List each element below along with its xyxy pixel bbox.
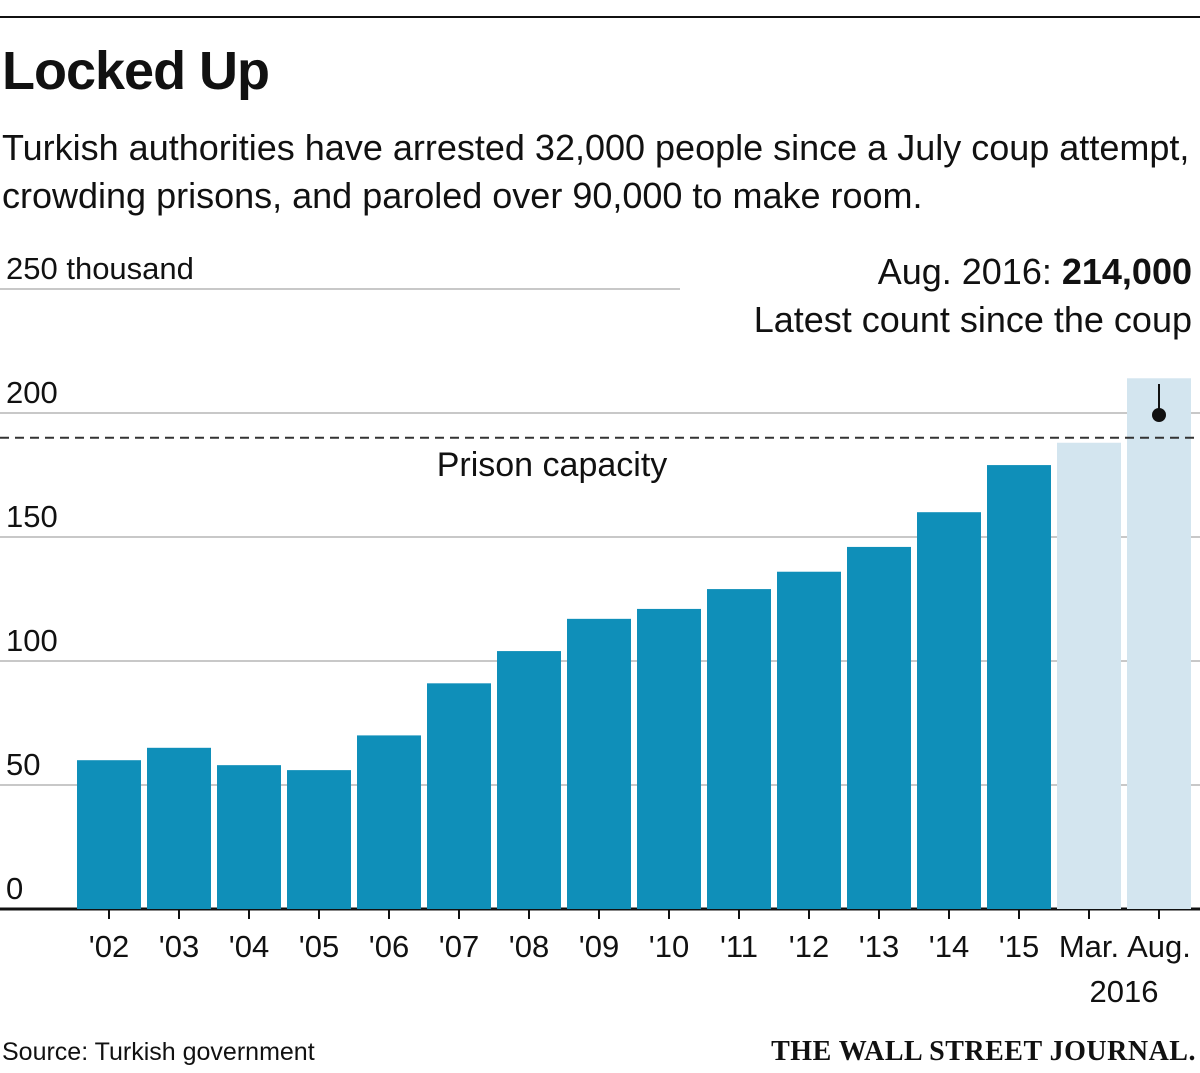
wsj-logo: THE WALL STREET JOURNAL. (771, 1036, 1196, 1067)
capacity-label: Prison capacity (437, 446, 668, 484)
x-tick-label: '03 (159, 929, 199, 964)
y-tick-label: 0 (6, 871, 23, 906)
annotation-line-2: Latest count since the coup (754, 299, 1192, 340)
annotation-value: 214,000 (1062, 251, 1192, 292)
bar-13 (987, 465, 1051, 909)
top-rule (0, 16, 1200, 18)
x-tick-label: Mar. (1059, 929, 1119, 964)
bar-5 (427, 683, 491, 909)
x-tick-label: '08 (509, 929, 549, 964)
source-note: Source: Turkish government (2, 1038, 315, 1066)
x-tick-label: '10 (649, 929, 689, 964)
x-sublabel-2016: 2016 (1090, 974, 1159, 1009)
y-tick-label: 250 thousand (6, 251, 194, 286)
x-tick-label: '09 (579, 929, 619, 964)
x-tick-label: '12 (789, 929, 829, 964)
bar-7 (567, 618, 631, 909)
x-tick-label: '04 (229, 929, 269, 964)
y-axis-labels: 0 50 100 150 200 250 thousand (6, 251, 194, 906)
bar-8 (637, 608, 701, 909)
bar-9 (707, 589, 771, 909)
bar-3 (287, 770, 351, 909)
bar-6 (497, 651, 561, 909)
bar-11 (847, 546, 911, 909)
x-tick-label: '13 (859, 929, 899, 964)
bar-1 (147, 747, 211, 909)
bar-14 (1057, 442, 1121, 909)
chart-title: Locked Up (2, 41, 270, 101)
bar-2 (217, 765, 281, 909)
x-tick-label: '14 (929, 929, 969, 964)
bar-4 (357, 735, 421, 909)
x-tick-label: '05 (299, 929, 339, 964)
x-axis-labels: '02 '03 '04 '05 '06 '07 '08 '09 '10 '11 '12 '13 '14 '… (89, 909, 1191, 1009)
y-tick-label: 150 (6, 499, 58, 534)
annotations: Prison capacity Aug. 2016: 214,000 Latest … (0, 251, 1200, 484)
annotation-pointer-dot (1152, 408, 1166, 422)
bar-12 (917, 512, 981, 909)
y-tick-label: 50 (6, 747, 40, 782)
annotation-line-1: Aug. 2016: 214,000 (878, 251, 1192, 292)
bar-15 (1127, 378, 1191, 909)
y-tick-label: 100 (6, 623, 58, 658)
x-tick-label: '11 (720, 929, 758, 964)
bar-0 (77, 760, 141, 909)
x-tick-label: '15 (999, 929, 1039, 964)
annotation-prefix: Aug. 2016: (878, 251, 1062, 292)
chart-subtitle: Turkish authorities have arrested 32,000… (2, 127, 1190, 216)
bars (77, 378, 1191, 909)
x-tick-label: '06 (369, 929, 409, 964)
x-tick-label: '07 (439, 929, 479, 964)
y-tick-label: 200 (6, 375, 58, 410)
x-tick-label: Aug. (1127, 929, 1191, 964)
bar-10 (777, 571, 841, 909)
x-tick-label: '02 (89, 929, 129, 964)
